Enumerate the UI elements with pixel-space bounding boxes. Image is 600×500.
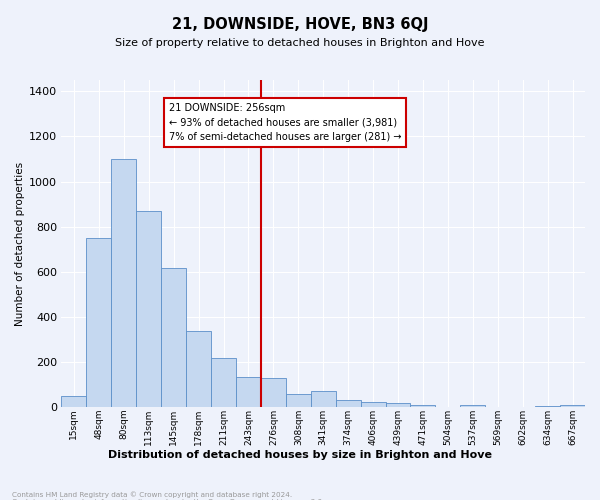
Bar: [535, 406, 560, 407]
Bar: [112, 159, 136, 407]
Bar: [211, 358, 236, 407]
Bar: [410, 405, 436, 407]
Bar: [386, 403, 410, 407]
Bar: [161, 268, 186, 407]
Bar: [86, 238, 112, 407]
Bar: [261, 378, 286, 407]
Bar: [286, 394, 311, 407]
Bar: [335, 400, 361, 407]
Text: Contains public sector information licensed under the Open Government Licence v3: Contains public sector information licen…: [12, 499, 325, 500]
Bar: [560, 406, 585, 407]
Text: 21, DOWNSIDE, HOVE, BN3 6QJ: 21, DOWNSIDE, HOVE, BN3 6QJ: [172, 18, 428, 32]
Y-axis label: Number of detached properties: Number of detached properties: [15, 162, 25, 326]
Text: 21 DOWNSIDE: 256sqm
← 93% of detached houses are smaller (3,981)
7% of semi-deta: 21 DOWNSIDE: 256sqm ← 93% of detached ho…: [169, 102, 401, 142]
Bar: [361, 402, 386, 407]
Bar: [311, 392, 335, 407]
Bar: [186, 330, 211, 407]
Bar: [136, 211, 161, 407]
Text: Distribution of detached houses by size in Brighton and Hove: Distribution of detached houses by size …: [108, 450, 492, 460]
Text: Contains HM Land Registry data © Crown copyright and database right 2024.: Contains HM Land Registry data © Crown c…: [12, 491, 292, 498]
Text: Size of property relative to detached houses in Brighton and Hove: Size of property relative to detached ho…: [115, 38, 485, 48]
Bar: [460, 406, 485, 407]
Bar: [236, 377, 261, 407]
Bar: [61, 396, 86, 407]
